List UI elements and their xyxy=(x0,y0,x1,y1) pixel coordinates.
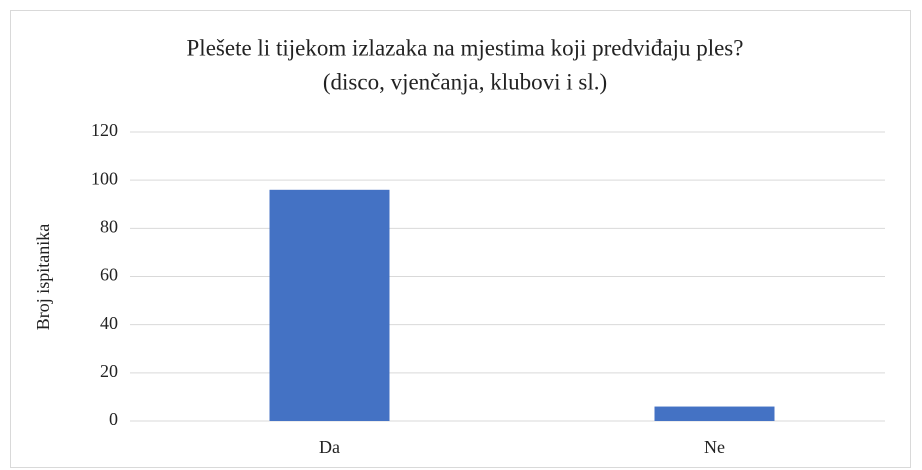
bar xyxy=(269,189,390,421)
bar xyxy=(654,406,775,421)
y-tick-label: 60 xyxy=(100,265,118,285)
y-tick-label: 0 xyxy=(109,409,118,429)
chart-title: (disco, vjenčanja, klubovi i sl.) xyxy=(323,69,607,94)
y-tick-label: 80 xyxy=(100,216,118,236)
y-tick-label: 20 xyxy=(100,361,118,381)
y-axis-label: Broj ispitanika xyxy=(33,224,53,331)
chart-title: Plešete li tijekom izlazaka na mjestima … xyxy=(187,35,744,60)
x-tick-label: Da xyxy=(319,437,340,457)
y-tick-label: 100 xyxy=(91,168,118,188)
x-tick-label: Ne xyxy=(704,437,725,457)
chart-border xyxy=(10,10,911,468)
y-tick-label: 40 xyxy=(100,313,118,333)
y-tick-label: 120 xyxy=(91,120,118,140)
